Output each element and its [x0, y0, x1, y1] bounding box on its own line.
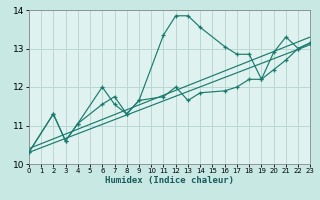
- X-axis label: Humidex (Indice chaleur): Humidex (Indice chaleur): [105, 176, 234, 185]
